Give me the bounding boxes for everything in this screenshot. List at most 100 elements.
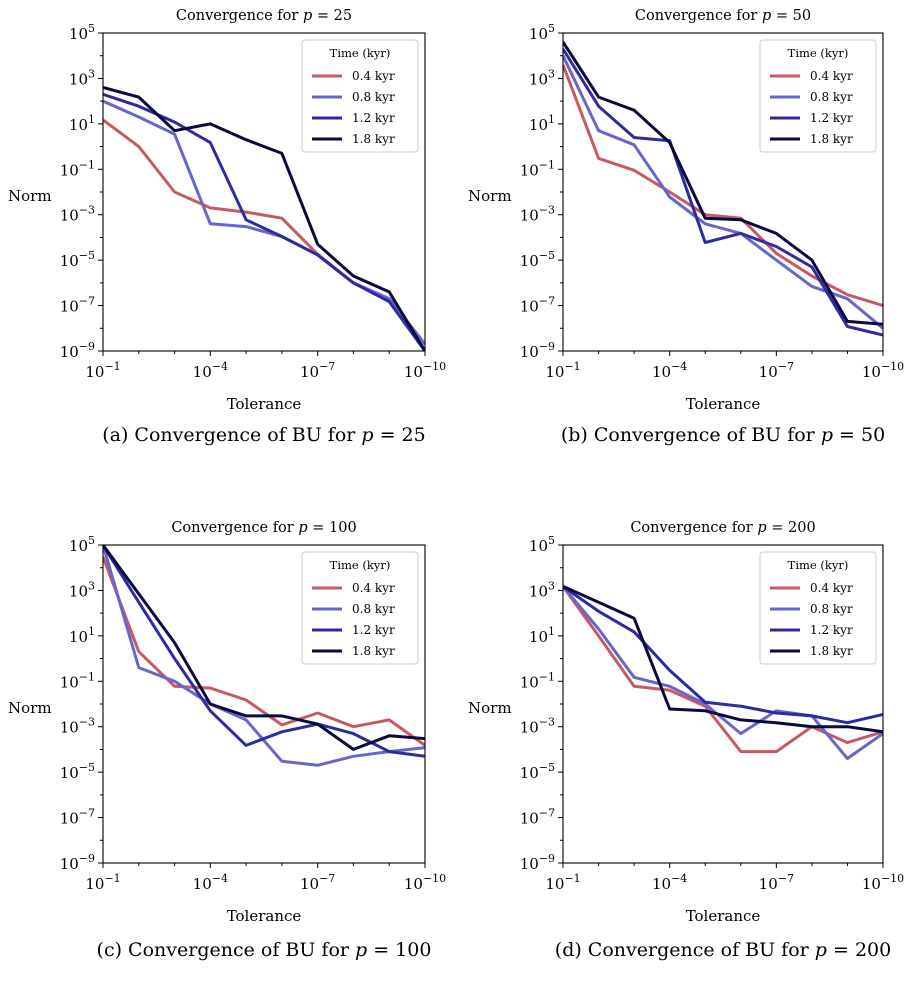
y-tick-label: 10−7	[60, 295, 95, 316]
y-tick-label: 105	[69, 534, 95, 555]
legend: Time (kyr) 0.4 kyr 0.8 kyr 1.2 kyr 1.8 kyr	[759, 39, 877, 153]
x-tick-label: 10−10	[862, 872, 904, 893]
y-tick-label: 10−9	[60, 340, 95, 361]
legend-entry: 1.8 kyr	[810, 132, 853, 146]
y-tick-label: 103	[69, 579, 95, 600]
legend-title: Time (kyr)	[330, 46, 391, 60]
y-tick-label: 10−7	[520, 295, 555, 316]
y-tick-label: 101	[69, 625, 95, 646]
y-tick-label: 10−1	[520, 670, 555, 691]
panel-caption: (a) Convergence of BU for p = 25	[102, 424, 426, 446]
y-tick-label: 101	[529, 625, 555, 646]
y-axis-label: Norm	[468, 699, 512, 717]
x-axis-label: Tolerance	[227, 907, 302, 925]
panel-3: 10−1 10−4 10−7 10−10 105 103 101 10−1 10−3 10−5 10…	[8, 520, 446, 961]
x-tick-label: 10−4	[652, 360, 687, 381]
panel-title: Convergence for p = 25	[176, 8, 352, 24]
legend-entry: 0.4 kyr	[352, 581, 395, 595]
legend-entry: 0.8 kyr	[352, 90, 395, 104]
legend-entry: 1.2 kyr	[352, 111, 395, 125]
panel-caption: (c) Convergence of BU for p = 100	[97, 939, 432, 961]
y-axis-label: Norm	[8, 699, 52, 717]
y-tick-label: 103	[69, 67, 95, 88]
legend: Time (kyr) 0.4 kyr 0.8 kyr 1.2 kyr 1.8 kyr	[759, 551, 877, 665]
y-tick-label: 10−3	[60, 204, 95, 225]
x-axis-label: Tolerance	[686, 907, 761, 925]
y-tick-label: 10−1	[520, 158, 555, 179]
x-tick-label: 10−7	[759, 872, 794, 893]
panel-2: 10−1 10−4 10−7 10−10 105 103 101 10−1 10−3 10−5 10…	[468, 8, 904, 446]
y-tick-label: 103	[529, 67, 555, 88]
legend-title: Time (kyr)	[330, 558, 391, 572]
panel-caption: (b) Convergence of BU for p = 50	[561, 424, 885, 446]
y-tick-label: 10−5	[520, 761, 555, 782]
series-line-1-2-kyr	[563, 48, 883, 337]
legend-entry: 1.2 kyr	[810, 623, 853, 637]
legend-entry: 0.8 kyr	[810, 90, 853, 104]
series-group	[103, 545, 425, 767]
y-tick-label: 10−3	[520, 716, 555, 737]
series-line-0-8-kyr	[563, 585, 883, 760]
panel-4: 10−1 10−4 10−7 10−10 105 103 101 10−1 10−3 10−5 10…	[468, 520, 904, 961]
panel-1: 10−1 10−4 10−7 10−10 105 103 101 10−1 10−3 10−5 10…	[8, 8, 446, 446]
series-line-1-2-kyr	[563, 585, 883, 725]
y-tick-label: 105	[529, 534, 555, 555]
panel-caption: (d) Convergence of BU for p = 200	[555, 939, 891, 961]
panel-title: Convergence for p = 50	[635, 8, 811, 24]
series-line-0-4-kyr	[563, 585, 883, 754]
y-tick-label: 10−9	[60, 852, 95, 873]
series-line-0-4-kyr	[103, 556, 425, 747]
series-line-0-8-kyr	[103, 545, 425, 767]
series-line-1-8-kyr	[563, 41, 883, 326]
x-tick-label: 10−1	[85, 360, 120, 381]
y-tick-label: 10−1	[60, 670, 95, 691]
x-tick-label: 10−1	[545, 872, 580, 893]
panel-title: Convergence for p = 200	[630, 520, 815, 536]
legend-entry: 1.8 kyr	[352, 132, 395, 146]
y-tick-label: 10−7	[520, 807, 555, 828]
legend-title: Time (kyr)	[788, 558, 849, 572]
series-line-0-4-kyr	[563, 64, 883, 308]
y-axis-label: Norm	[468, 187, 512, 205]
x-tick-label: 10−1	[85, 872, 120, 893]
legend-entry: 0.4 kyr	[810, 581, 853, 595]
y-tick-label: 103	[529, 579, 555, 600]
legend-entry: 1.2 kyr	[810, 111, 853, 125]
y-tick-label: 101	[69, 113, 95, 134]
legend-entry: 0.8 kyr	[352, 602, 395, 616]
legend: Time (kyr) 0.4 kyr 0.8 kyr 1.2 kyr 1.8 kyr	[301, 39, 419, 153]
legend: Time (kyr) 0.4 kyr 0.8 kyr 1.2 kyr 1.8 kyr	[301, 551, 419, 665]
series-group	[103, 86, 425, 351]
series-group	[563, 41, 883, 337]
legend-title: Time (kyr)	[788, 46, 849, 60]
x-tick-label: 10−4	[193, 872, 228, 893]
x-tick-label: 10−7	[759, 360, 794, 381]
y-tick-label: 10−9	[520, 852, 555, 873]
x-axis-label: Tolerance	[686, 395, 761, 413]
x-axis-label: Tolerance	[227, 395, 302, 413]
legend-entry: 1.8 kyr	[352, 644, 395, 658]
x-tick-label: 10−10	[404, 872, 446, 893]
x-tick-label: 10−10	[862, 360, 904, 381]
y-tick-label: 101	[529, 113, 555, 134]
y-tick-label: 10−1	[60, 158, 95, 179]
legend-entry: 0.4 kyr	[810, 69, 853, 83]
series-line-1-8-kyr	[103, 86, 425, 351]
y-tick-label: 10−5	[60, 249, 95, 270]
y-tick-label: 10−3	[520, 204, 555, 225]
y-tick-label: 10−5	[520, 249, 555, 270]
y-tick-label: 10−9	[520, 340, 555, 361]
y-tick-label: 105	[69, 22, 95, 43]
legend-box	[301, 39, 419, 153]
legend-entry: 0.8 kyr	[810, 602, 853, 616]
x-tick-label: 10−7	[300, 360, 335, 381]
legend-entry: 1.2 kyr	[352, 623, 395, 637]
y-tick-label: 10−3	[60, 716, 95, 737]
series-line-1-8-kyr	[563, 585, 883, 734]
legend-entry: 0.4 kyr	[352, 69, 395, 83]
y-tick-label: 10−5	[60, 761, 95, 782]
y-axis-label: Norm	[8, 187, 52, 205]
x-tick-label: 10−1	[545, 360, 580, 381]
legend-box	[759, 39, 877, 153]
